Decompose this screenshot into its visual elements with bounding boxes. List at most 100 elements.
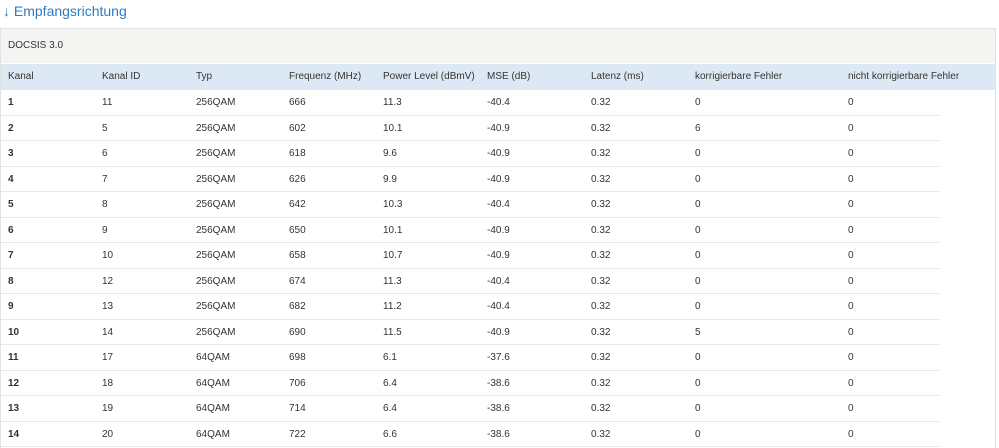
table-cell: 626	[289, 173, 306, 185]
table-cell: 17	[102, 352, 114, 363]
table-cell: 64QAM	[196, 352, 230, 363]
table-cell: 0	[848, 224, 854, 236]
table-cell: 0	[695, 199, 701, 210]
table-cell: -40.9	[487, 173, 510, 185]
table-row: 6 9 256QAM 650 10.1 -40.9 0.32 0 0	[1, 218, 940, 243]
table-cell: 0	[848, 326, 854, 338]
table-cell: 8	[8, 275, 14, 287]
table-row: 13 19 64QAM 714 6.4 -38.6 0.32 0 0	[1, 396, 940, 422]
table-cell: 0.32	[591, 224, 611, 236]
table-cell: -40.4	[487, 97, 510, 108]
table-caption: DOCSIS 3.0	[1, 29, 995, 63]
table-cell: 6.4	[383, 403, 397, 414]
header-cell: MSE (dB)	[487, 71, 531, 82]
table-row: 11 17 64QAM 698 6.1 -37.6 0.32 0 0	[1, 345, 940, 371]
table-cell: 11	[8, 352, 19, 363]
section-title: ↓ Empfangsrichtung	[3, 3, 127, 19]
table-cell: 642	[289, 199, 306, 210]
table-cell: 11.3	[383, 275, 402, 287]
table-cell: -37.6	[487, 352, 510, 363]
table-cell: 13	[102, 301, 114, 312]
table-row: 7 10 256QAM 658 10.7 -40.9 0.32 0 0	[1, 243, 940, 269]
table-cell: 256QAM	[196, 275, 236, 287]
table-cell: -38.6	[487, 403, 510, 414]
table-cell: 0	[695, 148, 701, 159]
table-row: 8 12 256QAM 674 11.3 -40.4 0.32 0 0	[1, 269, 940, 294]
table-cell: 9	[102, 224, 108, 236]
table-cell: -40.4	[487, 301, 510, 312]
table-cell: 10.1	[383, 122, 403, 134]
table-row: 10 14 256QAM 690 11.5 -40.9 0.32 5 0	[1, 320, 940, 345]
table-cell: 8	[102, 199, 108, 210]
table-row: 9 13 256QAM 682 11.2 -40.4 0.32 0 0	[1, 294, 940, 320]
table-cell: 11.2	[383, 301, 402, 312]
table-cell: 0	[848, 97, 854, 108]
table-cell: 0.32	[591, 326, 611, 338]
table-cell: 12	[8, 377, 20, 389]
table-cell: 698	[289, 352, 306, 363]
table-cell: 666	[289, 97, 306, 108]
table-cell: 64QAM	[196, 377, 230, 389]
table-cell: 13	[8, 403, 20, 414]
table-cell: 256QAM	[196, 148, 236, 159]
table-cell: 0	[848, 352, 854, 363]
table-row: 12 18 64QAM 706 6.4 -38.6 0.32 0 0	[1, 371, 940, 396]
table-cell: 0.32	[591, 199, 611, 210]
table-cell: 7	[8, 250, 14, 261]
table-cell: 714	[289, 403, 306, 414]
table-cell: 722	[289, 428, 306, 440]
table-cell: 20	[102, 428, 114, 440]
table-cell: 6.4	[383, 377, 397, 389]
table-cell: 0	[695, 352, 701, 363]
table-cell: 0.32	[591, 97, 611, 108]
table-row: 5 8 256QAM 642 10.3 -40.4 0.32 0 0	[1, 192, 940, 218]
table-cell: 5	[695, 326, 701, 338]
table-cell: 0	[695, 224, 701, 236]
table-cell: 9.9	[383, 173, 397, 185]
table-cell: 10.3	[383, 199, 403, 210]
table-cell: 0	[695, 301, 701, 312]
table-cell: 0	[848, 173, 854, 185]
table-cell: 0.32	[591, 122, 611, 134]
table-cell: 5	[8, 199, 14, 210]
table-cell: 0	[848, 428, 854, 440]
table-cell: 0	[695, 275, 701, 287]
table-cell: -38.6	[487, 377, 510, 389]
table-cell: 14	[102, 326, 114, 338]
table-cell: 9.6	[383, 148, 397, 159]
table-row: 14 20 64QAM 722 6.6 -38.6 0.32 0 0	[1, 422, 940, 447]
table-cell: 0	[695, 97, 701, 108]
table-cell: 0	[848, 301, 854, 312]
table-cell: 256QAM	[196, 199, 236, 210]
table-cell: 674	[289, 275, 306, 287]
table-cell: 602	[289, 122, 306, 134]
table-cell: 256QAM	[196, 122, 236, 134]
header-row: Kanal Kanal ID Typ Frequenz (MHz) Power Leve…	[1, 64, 995, 90]
table-cell: 256QAM	[196, 97, 236, 108]
table-cell: 10.1	[383, 224, 403, 236]
table-cell: -40.9	[487, 224, 510, 236]
table-cell: 706	[289, 377, 306, 389]
table-cell: 0.32	[591, 403, 611, 414]
table-cell: 6.1	[383, 352, 397, 363]
header-cell: Power Level (dBmV)	[383, 71, 475, 82]
table-cell: 0.32	[591, 428, 611, 440]
table-cell: 6	[8, 224, 14, 236]
table-cell: 6.6	[383, 428, 397, 440]
table-cell: 256QAM	[196, 224, 236, 236]
table-row: 3 6 256QAM 618 9.6 -40.9 0.32 0 0	[1, 141, 940, 167]
table-cell: -40.4	[487, 275, 510, 287]
table-cell: 658	[289, 250, 306, 261]
table-cell: 19	[102, 403, 114, 414]
table-cell: 0.32	[591, 301, 611, 312]
table-row: 1 11 256QAM 666 11.3 -40.4 0.32 0 0	[1, 90, 940, 116]
table-cell: 10.7	[383, 250, 403, 261]
table-cell: 0	[695, 250, 701, 261]
table-cell: 1	[8, 97, 14, 108]
table-cell: 256QAM	[196, 173, 236, 185]
table-cell: 2	[8, 122, 14, 134]
table-cell: 9	[8, 301, 14, 312]
table-cell: 618	[289, 148, 306, 159]
table-cell: 256QAM	[196, 326, 236, 338]
